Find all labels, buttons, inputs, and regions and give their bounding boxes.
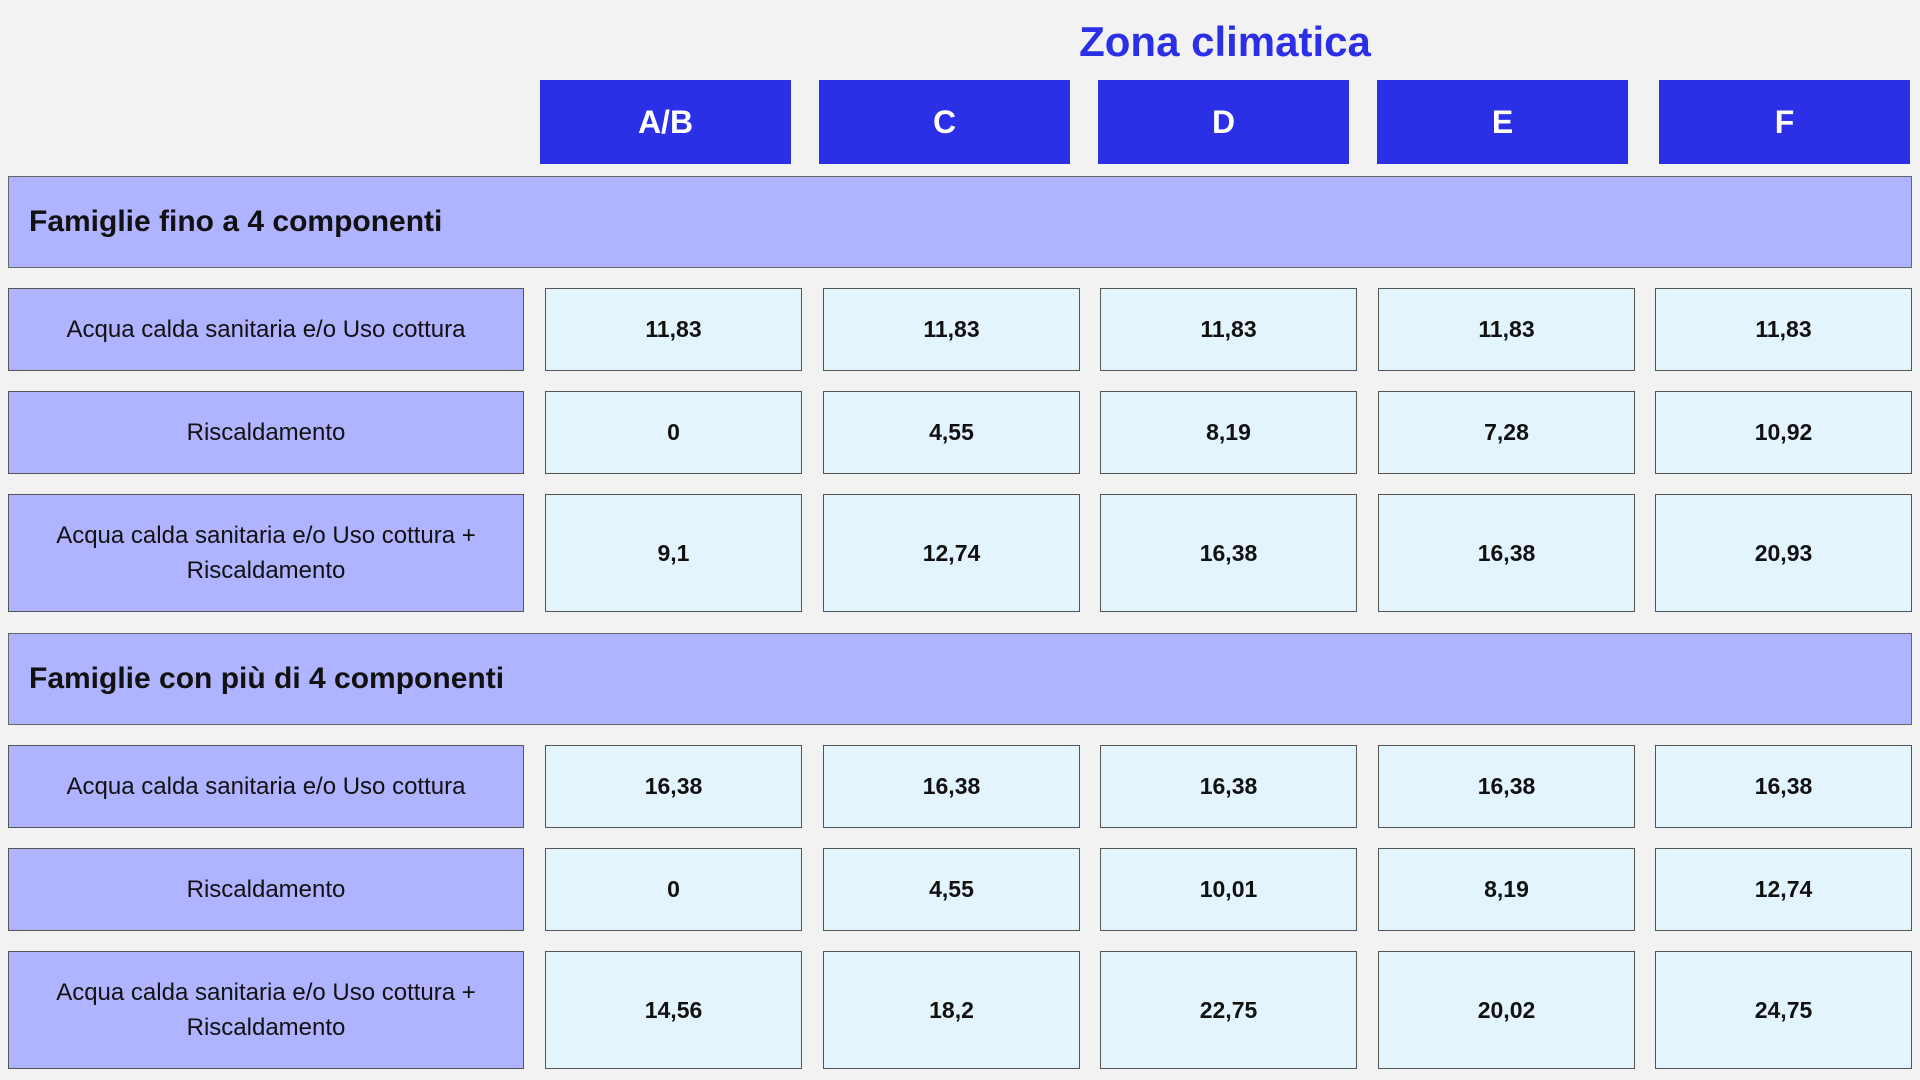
value-cell: 4,55 xyxy=(823,848,1080,931)
zone-header: D xyxy=(1098,80,1349,164)
row-label: Riscaldamento xyxy=(8,391,524,474)
row-label: Acqua calda sanitaria e/o Uso cottura + … xyxy=(8,951,524,1069)
value-cell: 16,38 xyxy=(545,745,802,828)
value-cell: 10,01 xyxy=(1100,848,1357,931)
value-cell: 0 xyxy=(545,848,802,931)
value-cell: 11,83 xyxy=(545,288,802,371)
table-row: Riscaldamento 0 4,55 10,01 8,19 12,74 xyxy=(0,848,1920,931)
value-cell: 9,1 xyxy=(545,494,802,612)
value-cell: 20,93 xyxy=(1655,494,1912,612)
value-cell: 20,02 xyxy=(1378,951,1635,1069)
value-cell: 10,92 xyxy=(1655,391,1912,474)
group-header: Famiglie con più di 4 componenti xyxy=(8,633,1912,725)
zone-header: F xyxy=(1659,80,1910,164)
table-row: Riscaldamento 0 4,55 8,19 7,28 10,92 xyxy=(0,391,1920,474)
value-cell: 11,83 xyxy=(1100,288,1357,371)
value-cell: 11,83 xyxy=(823,288,1080,371)
value-cell: 16,38 xyxy=(1655,745,1912,828)
table-row: Acqua calda sanitaria e/o Uso cottura + … xyxy=(0,494,1920,612)
value-cell: 16,38 xyxy=(1100,494,1357,612)
value-cell: 16,38 xyxy=(823,745,1080,828)
value-cell: 22,75 xyxy=(1100,951,1357,1069)
value-cell: 24,75 xyxy=(1655,951,1912,1069)
table-row: Acqua calda sanitaria e/o Uso cottura 11… xyxy=(0,288,1920,371)
row-label: Acqua calda sanitaria e/o Uso cottura xyxy=(8,745,524,828)
value-cell: 12,74 xyxy=(823,494,1080,612)
zone-header: E xyxy=(1377,80,1628,164)
value-cell: 18,2 xyxy=(823,951,1080,1069)
value-cell: 16,38 xyxy=(1100,745,1357,828)
row-label: Riscaldamento xyxy=(8,848,524,931)
table-row: Acqua calda sanitaria e/o Uso cottura + … xyxy=(0,951,1920,1069)
value-cell: 8,19 xyxy=(1100,391,1357,474)
table-row: Acqua calda sanitaria e/o Uso cottura 16… xyxy=(0,745,1920,828)
value-cell: 11,83 xyxy=(1655,288,1912,371)
value-cell: 7,28 xyxy=(1378,391,1635,474)
value-cell: 11,83 xyxy=(1378,288,1635,371)
group-header: Famiglie fino a 4 componenti xyxy=(8,176,1912,268)
value-cell: 16,38 xyxy=(1378,745,1635,828)
value-cell: 14,56 xyxy=(545,951,802,1069)
value-cell: 12,74 xyxy=(1655,848,1912,931)
value-cell: 0 xyxy=(545,391,802,474)
row-label: Acqua calda sanitaria e/o Uso cottura xyxy=(8,288,524,371)
value-cell: 4,55 xyxy=(823,391,1080,474)
value-cell: 8,19 xyxy=(1378,848,1635,931)
zone-header: C xyxy=(819,80,1070,164)
row-label: Acqua calda sanitaria e/o Uso cottura + … xyxy=(8,494,524,612)
zone-header: A/B xyxy=(540,80,791,164)
table-title: Zona climatica xyxy=(1079,18,1371,65)
zone-header-row: A/B C D E F xyxy=(0,80,1920,164)
value-cell: 16,38 xyxy=(1378,494,1635,612)
